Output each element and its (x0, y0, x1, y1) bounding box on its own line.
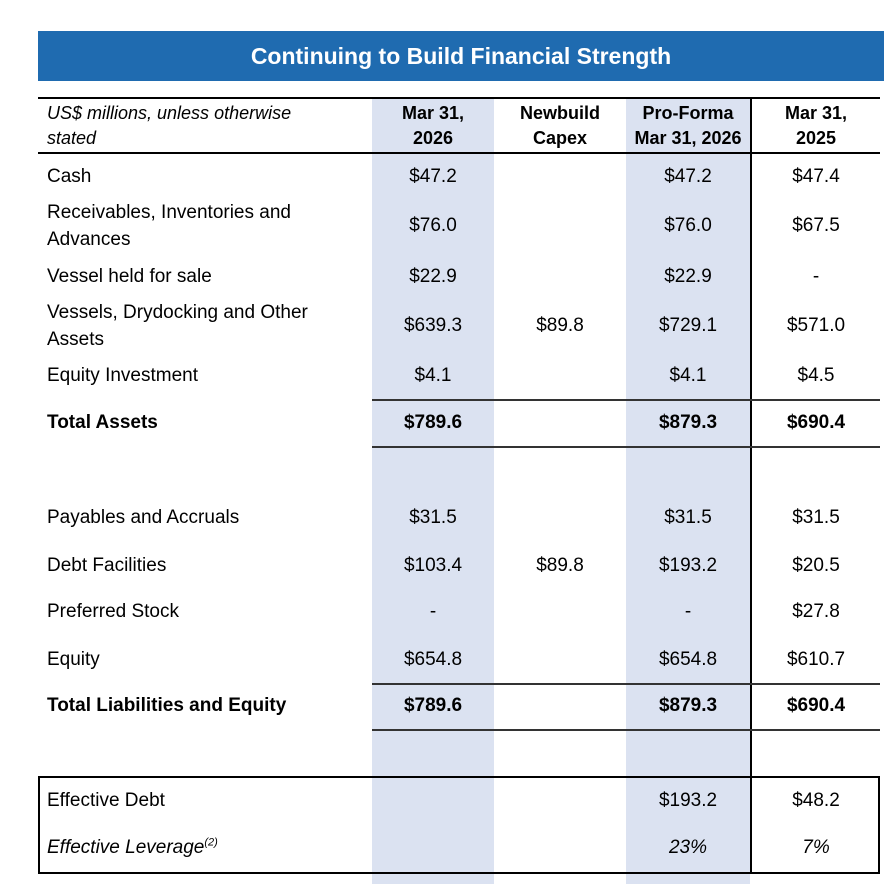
cell-vessel-held-mar2026: $22.9 (409, 266, 457, 287)
cell-total-liab-mar2025: $690.4 (786, 695, 846, 716)
cell-preferred-mar2026: - (429, 601, 437, 622)
cell-effective-debt-proforma: $193.2 (658, 790, 718, 811)
row-label-equity: Equity (47, 649, 100, 670)
row-label-receivables: Receivables, Inventories and (47, 202, 291, 223)
row-label-total-liabilities: Total Liabilities and Equity (47, 695, 287, 716)
header-col-proforma: Pro-Forma (642, 103, 734, 123)
total-assets-top-rule (372, 399, 880, 401)
header-col-newbuild: Newbuild (520, 103, 600, 123)
footnote-marker: (2) (204, 836, 218, 849)
cell-debt-proforma: $193.2 (658, 555, 718, 576)
cell-effective-debt-mar2025: $48.2 (792, 790, 840, 811)
cell-cash-mar2025: $47.4 (792, 166, 840, 187)
cell-equity-inv-mar2025: $4.5 (797, 365, 835, 386)
cell-equity-proforma: $654.8 (658, 649, 718, 670)
cell-vessels-proforma: $729.1 (658, 315, 718, 336)
cell-payables-mar2026: $31.5 (409, 507, 457, 528)
row-label-debt-facilities: Debt Facilities (47, 555, 167, 576)
cell-preferred-mar2025: $27.8 (792, 601, 840, 622)
cell-payables-mar2025: $31.5 (792, 507, 840, 528)
page-title: Continuing to Build Financial Strength (38, 31, 884, 81)
cell-total-assets-proforma: $879.3 (658, 412, 718, 433)
header-units-label: US$ millions, unless otherwise (47, 103, 292, 123)
cell-equity-inv-mar2026: $4.1 (414, 365, 452, 386)
cell-receivables-mar2025: $67.5 (792, 215, 840, 236)
effective-box-divider (750, 776, 752, 874)
row-label-receivables-2: Advances (47, 229, 131, 250)
cell-vessels-mar2025: $571.0 (786, 315, 846, 336)
header-top-rule (38, 97, 880, 99)
row-label-vessels: Vessels, Drydocking and Other (47, 302, 308, 323)
row-label-effective-leverage: Effective Leverage(2) (47, 836, 218, 860)
header-col-mar2025-2: 2025 (795, 128, 837, 148)
cell-effective-leverage-mar2025: 7% (802, 837, 830, 858)
total-liab-bottom-rule (372, 729, 880, 731)
shade-col-proforma (626, 97, 750, 884)
effective-debt-box (38, 776, 880, 874)
row-label-total-assets: Total Assets (47, 412, 158, 433)
header-units-label-2: stated (47, 128, 97, 148)
row-label-equity-investment: Equity Investment (47, 365, 199, 386)
effective-leverage-text: Effective Leverage (47, 837, 205, 858)
header-col-mar2026-2: 2026 (412, 128, 454, 148)
row-label-vessel-held: Vessel held for sale (47, 266, 212, 287)
row-label-vessels-2: Assets (47, 329, 105, 350)
cell-total-liab-proforma: $879.3 (658, 695, 718, 716)
cell-receivables-mar2026: $76.0 (409, 215, 457, 236)
column-divider (750, 97, 752, 779)
cell-vessels-mar2026: $639.3 (403, 315, 463, 336)
total-assets-bottom-rule (372, 446, 880, 448)
header-col-newbuild-2: Capex (532, 128, 588, 148)
cell-debt-mar2025: $20.5 (792, 555, 840, 576)
cell-effective-leverage-proforma: 23% (668, 837, 708, 858)
cell-vessel-held-mar2025: - (812, 266, 820, 287)
cell-payables-proforma: $31.5 (664, 507, 712, 528)
cell-preferred-proforma: - (684, 601, 692, 622)
cell-vessel-held-proforma: $22.9 (664, 266, 712, 287)
header-col-mar2026: Mar 31, (401, 103, 465, 123)
cell-total-liab-mar2026: $789.6 (403, 695, 463, 716)
cell-total-assets-mar2025: $690.4 (786, 412, 846, 433)
cell-debt-newbuild: $89.8 (536, 555, 584, 576)
header-bottom-rule (38, 152, 880, 154)
total-liab-top-rule (372, 683, 880, 685)
balance-sheet-table: US$ millions, unless otherwise stated Ma… (38, 95, 880, 885)
row-label-preferred-stock: Preferred Stock (47, 601, 179, 622)
row-label-cash: Cash (47, 166, 92, 187)
header-col-proforma-2: Mar 31, 2026 (634, 128, 742, 148)
cell-total-assets-mar2026: $789.6 (403, 412, 463, 433)
cell-cash-proforma: $47.2 (664, 166, 712, 187)
cell-receivables-proforma: $76.0 (664, 215, 712, 236)
cell-cash-mar2026: $47.2 (409, 166, 457, 187)
row-label-payables: Payables and Accruals (47, 507, 240, 528)
cell-equity-mar2026: $654.8 (403, 649, 463, 670)
shade-col-mar2026 (372, 97, 494, 884)
row-label-effective-debt: Effective Debt (47, 790, 165, 811)
header-col-mar2025: Mar 31, (784, 103, 848, 123)
cell-debt-mar2026: $103.4 (403, 555, 463, 576)
cell-equity-mar2025: $610.7 (786, 649, 846, 670)
cell-equity-inv-proforma: $4.1 (669, 365, 707, 386)
cell-vessels-newbuild: $89.8 (536, 315, 584, 336)
